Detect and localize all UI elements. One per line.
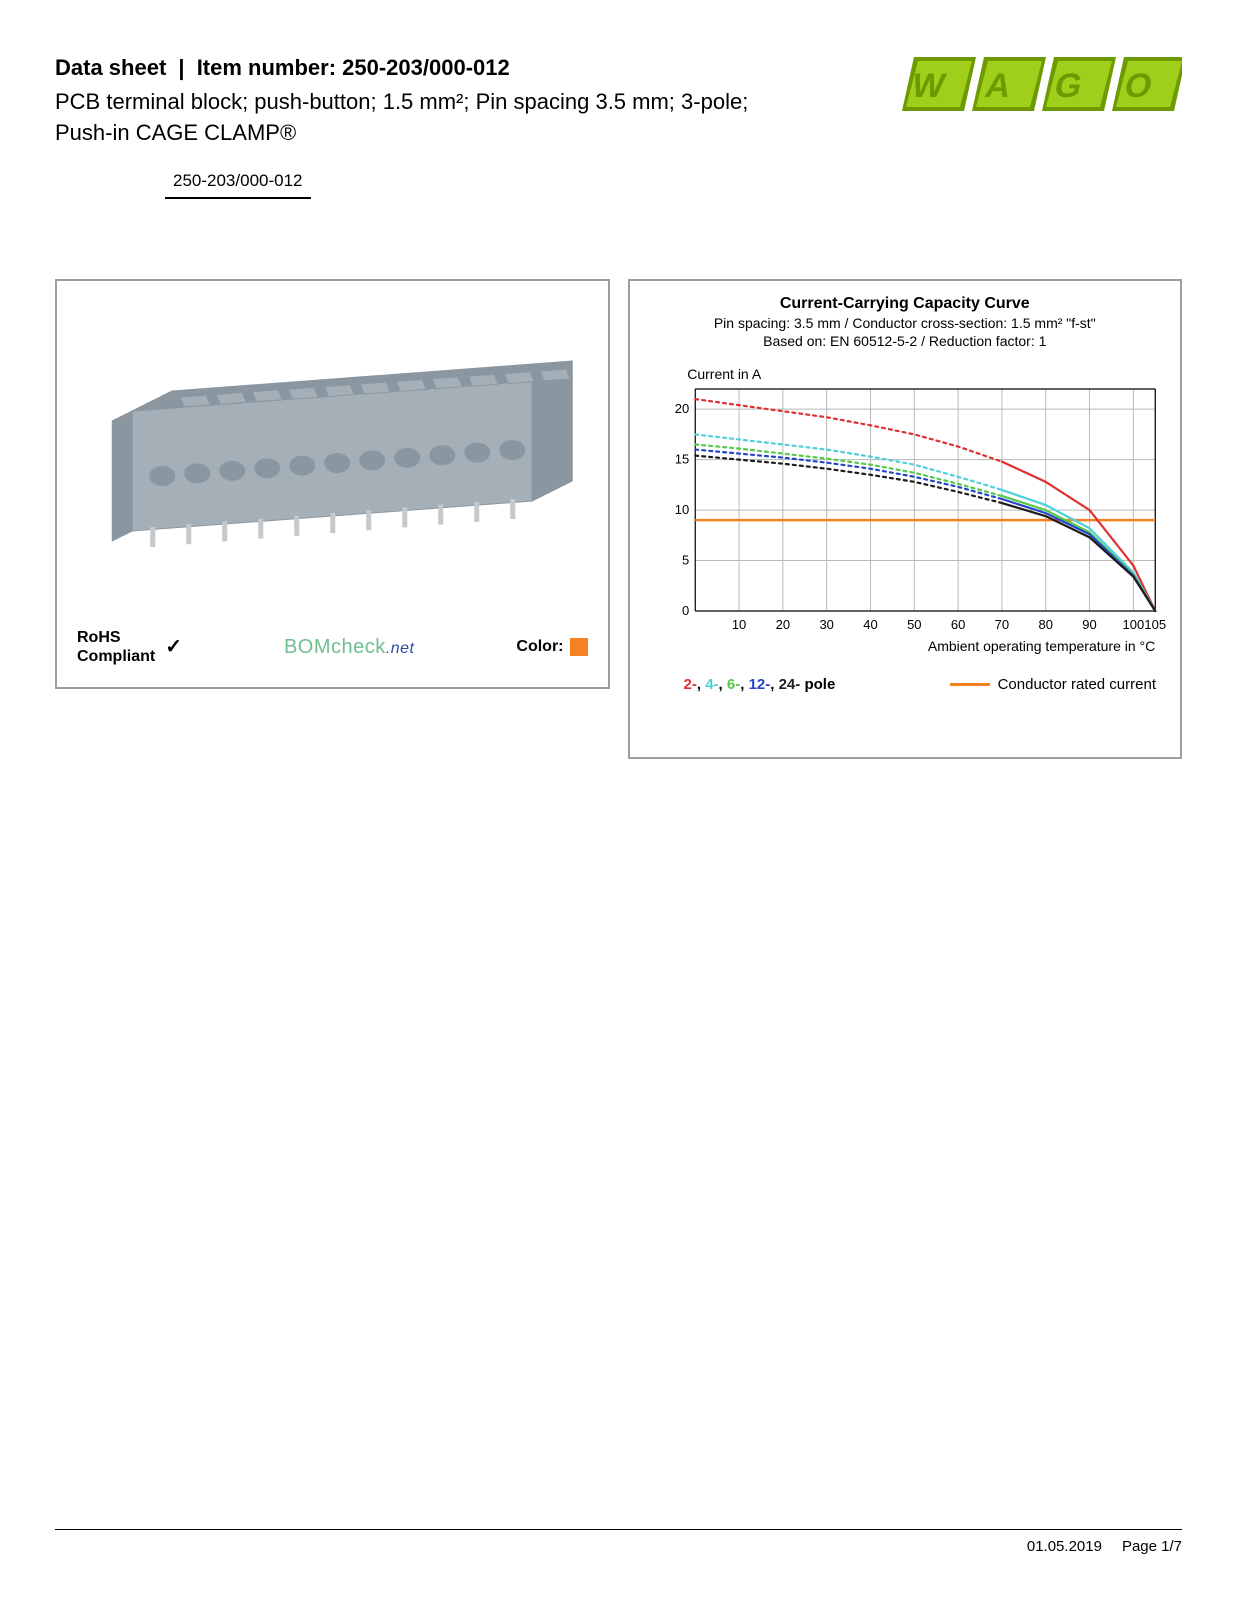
footer-date: 01.05.2019 bbox=[1027, 1538, 1102, 1555]
item-number-label: Item number: 250-203/000-012 bbox=[197, 55, 510, 80]
legend-pole-item: 24- bbox=[779, 676, 801, 693]
svg-text:0: 0 bbox=[682, 603, 689, 618]
rohs-line1: RoHS bbox=[77, 628, 155, 647]
header: Data sheet | Item number: 250-203/000-01… bbox=[55, 55, 1182, 149]
chart-title: Current-Carrying Capacity Curve bbox=[644, 295, 1167, 313]
legend-pole-item: 6- bbox=[727, 676, 740, 693]
legend-pole-item: 12- bbox=[749, 676, 771, 693]
capacity-chart: Current in A 5 10 15 20 10 20 30 40 50 60 70 80 90 100… bbox=[644, 361, 1167, 661]
terminal-block-icon bbox=[71, 341, 594, 581]
content-row: RoHS Compliant ✓ BOMcheck.net Color: Cur… bbox=[55, 279, 1182, 759]
product-bottom-row: RoHS Compliant ✓ BOMcheck.net Color: bbox=[71, 628, 594, 672]
rohs-line2: Compliant bbox=[77, 647, 155, 666]
svg-text:Ambient operating temperature: Ambient operating temperature in °C bbox=[927, 638, 1154, 654]
product-image bbox=[71, 295, 594, 629]
color-label: Color: bbox=[516, 638, 563, 656]
color-label-block: Color: bbox=[516, 638, 587, 656]
header-text: Data sheet | Item number: 250-203/000-01… bbox=[55, 55, 902, 149]
legend-rated-label: Conductor rated current bbox=[998, 676, 1156, 693]
rohs-badge: RoHS Compliant ✓ bbox=[77, 628, 182, 666]
datasheet-label: Data sheet bbox=[55, 55, 166, 80]
bomcheck-logo: BOMcheck.net bbox=[284, 636, 415, 659]
chart-sub1: Pin spacing: 3.5 mm / Conductor cross-se… bbox=[644, 315, 1167, 331]
svg-text:100: 100 bbox=[1122, 617, 1144, 632]
legend-pole-suffix: pole bbox=[800, 676, 835, 693]
legend-pole-item: 2- bbox=[684, 676, 697, 693]
color-swatch bbox=[570, 638, 588, 656]
part-number-box: 250-203/000-012 bbox=[165, 167, 311, 199]
svg-text:Current in A: Current in A bbox=[687, 366, 762, 382]
chart-legend: 2-, 4-, 6-, 12-, 24- pole Conductor rate… bbox=[644, 666, 1167, 693]
svg-text:60: 60 bbox=[950, 617, 964, 632]
rated-line-icon bbox=[950, 683, 990, 686]
legend-pole-item: 4- bbox=[705, 676, 718, 693]
svg-text:15: 15 bbox=[674, 451, 688, 466]
chart-card: Current-Carrying Capacity Curve Pin spac… bbox=[628, 279, 1183, 759]
product-card: RoHS Compliant ✓ BOMcheck.net Color: bbox=[55, 279, 610, 689]
svg-text:80: 80 bbox=[1038, 617, 1052, 632]
subtitle: PCB terminal block; push-button; 1.5 mm²… bbox=[55, 87, 775, 149]
svg-text:30: 30 bbox=[819, 617, 833, 632]
svg-text:50: 50 bbox=[907, 617, 921, 632]
footer: 01.05.2019 Page 1/7 bbox=[55, 1529, 1182, 1555]
legend-poles: 2-, 4-, 6-, 12-, 24- pole bbox=[684, 676, 836, 693]
chart-sub2: Based on: EN 60512-5-2 / Reduction facto… bbox=[644, 333, 1167, 349]
svg-text:90: 90 bbox=[1082, 617, 1096, 632]
title-separator: | bbox=[178, 55, 184, 80]
svg-text:40: 40 bbox=[863, 617, 877, 632]
title-line: Data sheet | Item number: 250-203/000-01… bbox=[55, 55, 902, 81]
footer-page: Page 1/7 bbox=[1122, 1538, 1182, 1555]
wago-logo: WAGO bbox=[902, 55, 1182, 117]
svg-text:20: 20 bbox=[775, 617, 789, 632]
svg-text:105: 105 bbox=[1144, 617, 1166, 632]
check-icon: ✓ bbox=[165, 635, 182, 659]
svg-text:20: 20 bbox=[674, 401, 688, 416]
svg-text:10: 10 bbox=[731, 617, 745, 632]
bomcheck-suffix: .net bbox=[386, 640, 415, 657]
bomcheck-main: BOMcheck bbox=[284, 636, 386, 658]
svg-text:5: 5 bbox=[682, 552, 689, 567]
svg-text:10: 10 bbox=[674, 502, 688, 517]
svg-text:70: 70 bbox=[994, 617, 1008, 632]
legend-rated: Conductor rated current bbox=[950, 676, 1156, 693]
